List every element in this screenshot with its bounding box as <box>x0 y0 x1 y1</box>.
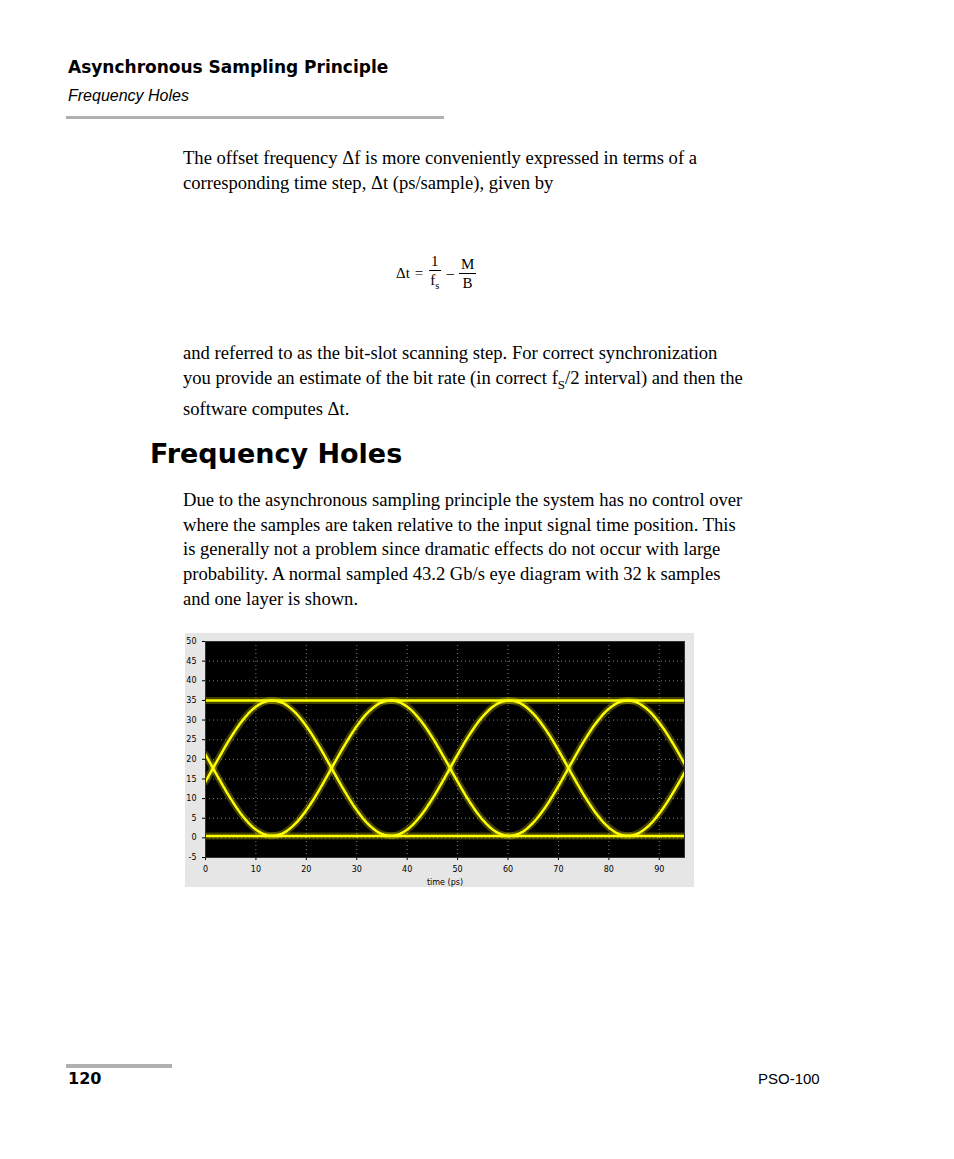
html-text:corresponding time step, Δt (p: corresponding time step, Δt (ps/sample),… <box>183 171 554 193</box>
svg-text:35: 35 <box>186 696 196 705</box>
svg-text:5: 5 <box>191 814 196 823</box>
svg-text:0: 0 <box>191 833 196 842</box>
html-text:Frequency Holes: Frequency Holes <box>150 438 403 469</box>
svg-text:70: 70 <box>553 865 563 874</box>
html-text:The offset frequency Δf is mor: The offset frequency Δf is more convenie… <box>183 147 697 168</box>
svg-text:60: 60 <box>503 865 513 874</box>
svg-text:50: 50 <box>186 637 196 646</box>
html-text:Frequency Holes: Frequency Holes <box>68 87 189 104</box>
svg-text:20: 20 <box>186 755 196 764</box>
html-text:and one layer is shown.: and one layer is shown. <box>183 587 359 609</box>
svg-text:30: 30 <box>186 716 196 725</box>
svg-text:20: 20 <box>301 865 311 874</box>
html-text:Δt =: Δt = <box>396 265 424 281</box>
html-text:where the samples are taken re: where the samples are taken relative to … <box>183 513 736 535</box>
svg-text:40: 40 <box>402 865 412 874</box>
html-text:is generally not a problem sin: is generally not a problem since dramati… <box>183 538 721 560</box>
html-text:Due to the asynchronous sampli: Due to the asynchronous sampling princip… <box>183 489 743 510</box>
svg-text:time (ps): time (ps) <box>427 878 463 887</box>
svg-text:50: 50 <box>453 865 463 874</box>
html-text:Asynchronous Sampling Principl: Asynchronous Sampling Principle <box>68 57 389 77</box>
svg-text:25: 25 <box>186 735 196 744</box>
html-text:probability. A normal sampled: probability. A normal sampled 43.2 Gb/s … <box>183 563 721 585</box>
svg-text:0: 0 <box>203 865 208 874</box>
svg-text:-5: -5 <box>189 853 197 862</box>
html-text:1: 1 <box>431 253 439 269</box>
html-text:120: 120 <box>68 1069 102 1088</box>
svg-text:40: 40 <box>186 676 196 685</box>
svg-text:90: 90 <box>654 865 664 874</box>
html-text:M: M <box>460 256 475 272</box>
svg-text:80: 80 <box>604 865 614 874</box>
html-text:you provide an estimate of the: you provide an estimate of the bit rate … <box>183 366 743 392</box>
svg-text:30: 30 <box>352 865 362 874</box>
html-text:and referred to as the bit-slo: and referred to as the bit-slot scanning… <box>183 342 718 363</box>
svg-text:15: 15 <box>186 775 196 784</box>
html-text:fs: fs <box>430 272 440 291</box>
html-text:software computes Δt.: software computes Δt. <box>183 398 350 420</box>
svg-text:45: 45 <box>186 657 196 666</box>
svg-text:10: 10 <box>251 865 261 874</box>
svg-text:10: 10 <box>186 794 196 803</box>
html-text:B: B <box>462 275 473 291</box>
html-text:PSO-100: PSO-100 <box>758 1070 820 1087</box>
